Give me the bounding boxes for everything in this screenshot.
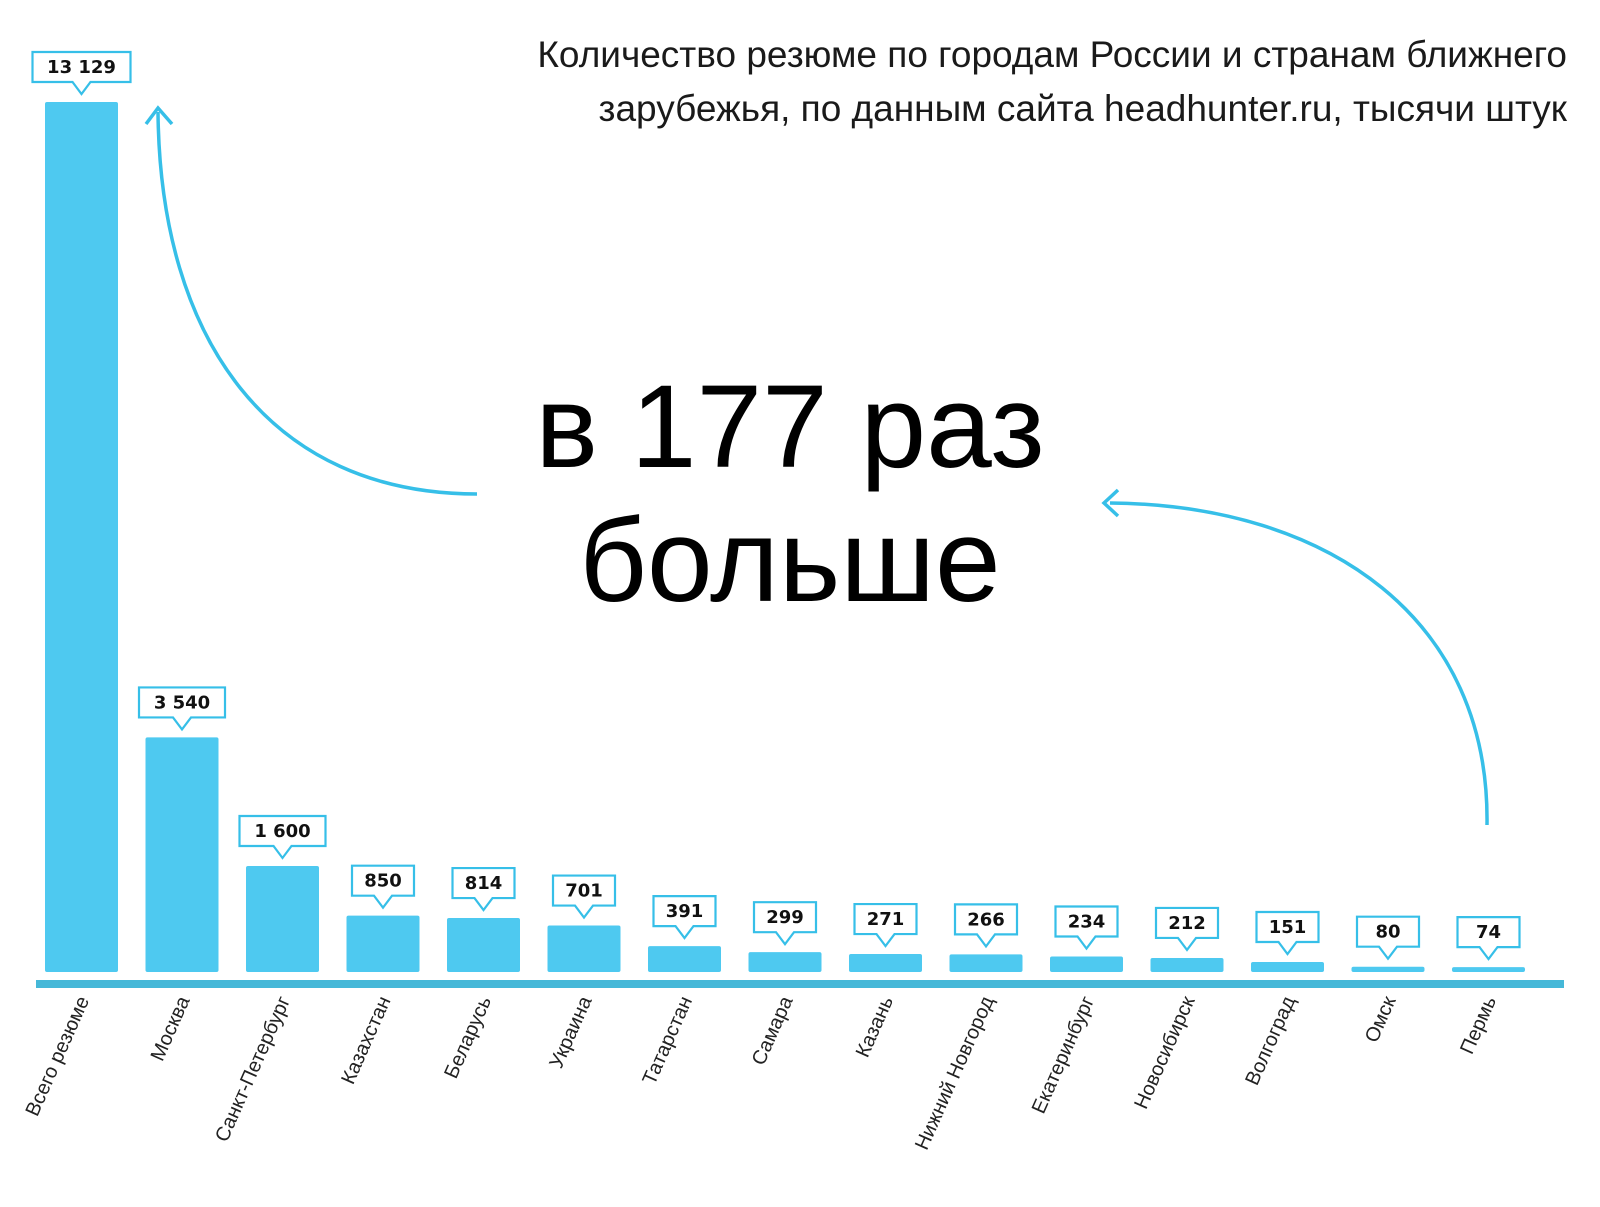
data-label-3: 850 <box>350 864 416 910</box>
bar-10 <box>1050 956 1123 972</box>
category-label-10: Екатеринбург <box>1028 993 1099 1117</box>
bars-group: 13 129 3 540 1 600 850 814 701 391 299 271 266 234… <box>31 50 1525 972</box>
chart-title-line-2: зарубежья, по данным сайта headhunter.ru… <box>598 88 1567 129</box>
data-label-text-10: 234 <box>1068 911 1106 932</box>
data-label-box-5 <box>551 874 617 920</box>
data-label-box-13 <box>1355 915 1421 961</box>
bar-5 <box>547 925 621 972</box>
data-label-7: 299 <box>752 901 818 947</box>
category-labels: Всего резюме Москва Санкт-Петербург Казахст… <box>22 992 1501 1153</box>
data-label-text-3: 850 <box>364 871 402 892</box>
data-label-box-8 <box>853 902 918 948</box>
bar-7 <box>748 952 822 972</box>
data-label-6: 391 <box>652 894 717 940</box>
data-label-12: 151 <box>1255 910 1320 956</box>
data-label-14: 74 <box>1456 915 1521 961</box>
annotation-line-1: в 177 раз <box>535 361 1045 493</box>
data-label-box-7 <box>752 901 818 947</box>
data-label-text-0: 13 129 <box>47 57 116 78</box>
category-label-4: Беларусь <box>440 993 496 1082</box>
category-label-7: Самара <box>748 992 798 1068</box>
bar-1 <box>145 737 219 972</box>
bar-3 <box>346 915 420 972</box>
data-label-13: 80 <box>1355 915 1421 961</box>
data-label-1: 3 540 <box>137 686 227 732</box>
data-label-0: 13 129 <box>31 50 132 96</box>
arrow-from-perm <box>1109 501 1489 826</box>
data-label-text-9: 266 <box>967 909 1005 930</box>
data-label-box-11 <box>1154 906 1220 952</box>
category-label-6: Татарстан <box>639 993 697 1088</box>
data-label-box-10 <box>1054 905 1119 951</box>
data-label-box-4 <box>451 866 516 912</box>
arrow-from-perm-head <box>1101 488 1120 518</box>
bar-13 <box>1351 966 1425 972</box>
bar-8 <box>849 954 922 972</box>
category-label-8: Казань <box>852 993 898 1061</box>
data-label-text-12: 151 <box>1269 917 1307 938</box>
annotation-line-2: больше <box>579 495 1001 627</box>
data-label-text-11: 212 <box>1168 913 1206 934</box>
x-axis-line <box>36 980 1564 988</box>
bar-6 <box>648 946 721 972</box>
data-label-11: 212 <box>1154 906 1220 952</box>
category-label-13: Омск <box>1361 993 1401 1046</box>
bar-0 <box>45 102 118 972</box>
bar-2 <box>246 865 319 972</box>
data-label-text-8: 271 <box>867 909 905 930</box>
category-label-0: Всего резюме <box>22 993 94 1119</box>
data-label-text-13: 80 <box>1375 922 1400 943</box>
data-label-5: 701 <box>551 874 617 920</box>
data-label-box-12 <box>1255 910 1320 956</box>
bar-14 <box>1452 967 1525 972</box>
category-label-2: Санкт-Петербург <box>211 993 295 1145</box>
category-label-12: Волгоград <box>1241 993 1300 1089</box>
chart-title-line-1: Количество резюме по городам России и ст… <box>537 34 1567 75</box>
data-label-9: 266 <box>953 903 1019 949</box>
chart-title: Количество резюме по городам России и ст… <box>367 28 1567 136</box>
category-label-9: Нижний Новгород <box>911 993 999 1154</box>
data-label-box-9 <box>953 903 1019 949</box>
data-label-10: 234 <box>1054 905 1119 951</box>
category-label-1: Москва <box>147 992 195 1064</box>
data-label-text-4: 814 <box>465 873 503 894</box>
data-label-box-1 <box>137 686 227 732</box>
data-label-box-3 <box>350 864 416 910</box>
bar-12 <box>1251 961 1324 972</box>
category-label-11: Новосибирск <box>1130 993 1199 1112</box>
data-label-8: 271 <box>853 902 918 948</box>
data-label-text-14: 74 <box>1476 922 1501 943</box>
arrow-to-total <box>156 111 478 496</box>
category-label-5: Украина <box>545 992 596 1071</box>
data-label-text-5: 701 <box>565 881 603 902</box>
comparison-arrows <box>144 105 1489 826</box>
data-label-box-14 <box>1456 915 1521 961</box>
data-label-box-6 <box>652 894 717 940</box>
data-label-box-0 <box>31 50 132 96</box>
data-label-text-1: 3 540 <box>154 692 210 713</box>
arrow-to-total-head <box>144 105 174 126</box>
data-label-text-6: 391 <box>666 901 704 922</box>
data-label-text-2: 1 600 <box>254 821 310 842</box>
bar-9 <box>949 954 1023 972</box>
bar-4 <box>447 918 520 972</box>
category-label-3: Казахстан <box>337 993 395 1088</box>
category-label-14: Пермь <box>1456 993 1501 1057</box>
data-label-box-2 <box>238 814 327 860</box>
data-label-2: 1 600 <box>238 814 327 860</box>
bar-11 <box>1150 957 1224 972</box>
data-label-text-7: 299 <box>766 907 804 928</box>
data-label-4: 814 <box>451 866 516 912</box>
ratio-annotation: в 177 раз больше <box>440 360 1140 628</box>
